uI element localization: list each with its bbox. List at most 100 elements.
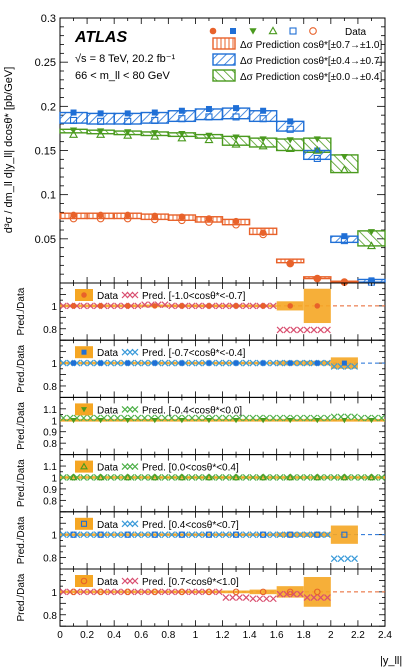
prediction-cross — [114, 414, 121, 422]
prediction-cross — [344, 555, 352, 563]
legend-swatch — [212, 69, 236, 82]
data-uncertainty-box — [330, 476, 358, 479]
data-uncertainty-box — [60, 476, 88, 479]
data-uncertainty-box — [114, 476, 142, 479]
prediction-cross — [107, 531, 115, 539]
prediction-cross — [378, 474, 386, 481]
ratio-data-point — [313, 588, 321, 596]
data-point — [286, 259, 295, 268]
legend-marker — [268, 26, 278, 35]
x-tick-label: 0.6 — [134, 630, 148, 641]
data-point — [313, 275, 321, 282]
y-tick-label: 0.1 — [41, 190, 56, 202]
prediction-cross — [161, 588, 169, 596]
ratio-y-axis-label: Pred./Data — [16, 402, 27, 450]
ratio-data-point — [178, 588, 186, 596]
data-point — [96, 129, 106, 138]
prediction-cross — [80, 474, 88, 481]
x-tick-label: 1 — [193, 630, 199, 641]
ratio-panels: 0.8 1 Data Pred. [-1.0<cosθ*<-0.7] Pred./Dat… — [16, 282, 386, 627]
x-tick-label: 2 — [328, 630, 334, 641]
data-point — [68, 129, 79, 138]
data-point — [260, 107, 267, 114]
data-point — [123, 130, 133, 139]
data-uncertainty-box — [87, 590, 115, 594]
ratio-data-point — [151, 588, 159, 596]
legend-data-box — [75, 575, 93, 587]
prediction-cross — [222, 594, 230, 602]
data-point — [233, 105, 240, 112]
prediction-cross — [296, 531, 304, 539]
prediction-cross — [290, 326, 298, 334]
prediction-cross — [269, 474, 277, 481]
prediction-cross — [242, 302, 250, 310]
data-uncertainty-box — [87, 476, 115, 479]
prediction-cross — [229, 594, 237, 602]
prediction-cross — [324, 359, 331, 367]
ratio-data-point — [179, 360, 185, 366]
ratio-data-point — [232, 531, 240, 538]
ratio-y-tick-label: 0.8 — [43, 611, 57, 622]
legend-data-text: Data — [97, 520, 119, 531]
data-point — [150, 215, 159, 224]
ratio-y-tick-label: 1.1 — [43, 462, 57, 473]
data-point — [313, 154, 321, 162]
data-point — [258, 141, 268, 150]
prediction-cross — [303, 474, 311, 481]
ratio-data-point — [205, 531, 213, 538]
ratio-data-point — [124, 588, 132, 596]
ratio-data-point — [151, 531, 158, 538]
data-point — [285, 144, 295, 152]
prediction-cross — [87, 474, 94, 481]
data-point — [367, 229, 376, 236]
prediction-cross — [269, 302, 277, 310]
ratio-y-axis-label: Pred./Data — [16, 287, 27, 335]
data-uncertainty-box — [222, 590, 250, 594]
main-legend: Δσ Prediction cosθ*[±0.7→±1.0] Δσ Predict… — [209, 26, 382, 83]
data-point — [286, 137, 294, 144]
ratio-y-tick-label: 0.9 — [43, 428, 57, 439]
ratio-data-point — [341, 360, 347, 366]
prediction-cross — [303, 359, 311, 367]
prediction-cross — [134, 302, 142, 310]
prediction-cross — [303, 414, 311, 422]
prediction-cross — [141, 588, 149, 596]
data-point — [259, 136, 267, 143]
legend-pred-cross — [126, 348, 134, 356]
prediction-cross — [296, 474, 304, 481]
prediction-cross — [303, 326, 311, 334]
data-uncertainty-box — [303, 532, 331, 537]
legend-swatch — [212, 37, 236, 50]
x-axis-label: |y_ll| — [380, 655, 402, 667]
ratio-data-point — [124, 418, 131, 424]
prediction-cross — [80, 359, 88, 367]
legend-marker — [289, 27, 297, 35]
legend-pred-cross — [126, 463, 134, 471]
prediction-cross — [357, 414, 365, 422]
prediction-cross — [168, 302, 176, 310]
ratio-data-point — [260, 360, 266, 366]
ratio-data-point — [340, 473, 349, 481]
data-point — [205, 113, 213, 121]
prediction-cross — [269, 531, 277, 539]
ratio-data-point — [152, 303, 158, 309]
prediction-cross — [242, 414, 250, 422]
prediction-cross — [188, 414, 196, 422]
prediction-cross — [324, 594, 331, 602]
prediction-cross — [188, 588, 196, 596]
prediction-cross — [161, 301, 169, 309]
legend-pred-cross — [131, 463, 139, 471]
prediction-cross — [134, 474, 142, 481]
ratio-data-point — [233, 303, 239, 309]
prediction-cross — [215, 588, 223, 596]
prediction-cross — [269, 595, 277, 603]
legend-marker — [230, 28, 236, 34]
legend-data-text: Data — [97, 463, 119, 474]
legend-pred-text: Pred. [0.4<cosθ*<0.7] — [142, 520, 239, 531]
mass-label: 66 < m_ll < 80 GeV — [75, 70, 170, 82]
legend-pred-cross — [131, 577, 139, 585]
prediction-cross — [114, 359, 121, 367]
prediction-bands — [59, 107, 386, 283]
data-point — [341, 233, 348, 240]
